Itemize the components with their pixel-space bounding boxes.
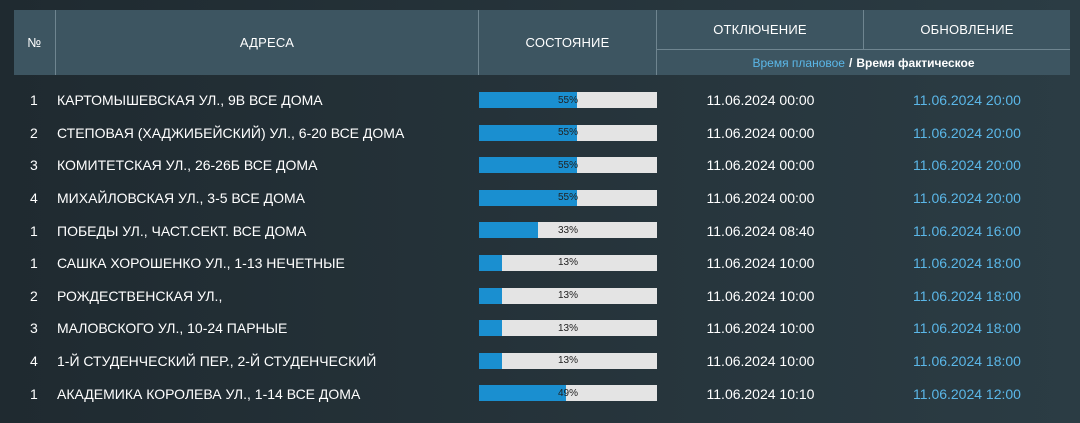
row-number: 1 <box>30 222 38 239</box>
row-number: 3 <box>30 320 38 337</box>
progress-fill <box>479 124 577 141</box>
row-shutdown-time: 11.06.2024 00:00 <box>706 157 815 174</box>
progress-bar: 49% <box>479 385 657 402</box>
legend-separator: / <box>848 55 853 70</box>
header-number: № <box>14 10 56 75</box>
progress-label: 13% <box>557 355 578 367</box>
row-update-time: 11.06.2024 20:00 <box>913 157 1021 174</box>
progress-fill <box>479 287 503 304</box>
table-row: 2 СТЕПОВАЯ (ХАДЖИБЕЙСКИЙ) УЛ., 6-20 ВСЕ Д… <box>14 117 1070 150</box>
row-update-time: 11.06.2024 18:00 <box>913 353 1021 370</box>
table-header-row: № АДРЕСА СОСТОЯНИЕ ОТКЛЮЧЕНИЕ ОБНОВЛЕНИЕ… <box>14 10 1070 75</box>
row-address: САШКА ХОРОШЕНКО УЛ., 1-13 НЕЧЕТНЫЕ <box>57 255 345 272</box>
progress-fill <box>479 189 577 206</box>
header-state: СОСТОЯНИЕ <box>479 10 657 75</box>
progress-bar: 55% <box>479 157 657 174</box>
table-row: 3 КОМИТЕТСКАЯ УЛ., 26-26Б ВСЕ ДОМА 55% 11.0… <box>14 149 1070 182</box>
row-update-time: 11.06.2024 18:00 <box>913 255 1021 272</box>
row-number: 4 <box>30 353 38 370</box>
progress-label: 55% <box>557 94 578 106</box>
progress-bar: 13% <box>479 287 657 304</box>
progress-fill <box>479 352 503 369</box>
row-address: МАЛОВСКОГО УЛ., 10-24 ПАРНЫЕ <box>57 320 288 337</box>
row-shutdown-time: 11.06.2024 00:00 <box>706 190 815 207</box>
progress-bar: 55% <box>479 124 657 141</box>
row-address: КАРТОМЫШЕВСКАЯ УЛ., 9В ВСЕ ДОМА <box>57 92 323 109</box>
row-shutdown-time: 11.06.2024 08:40 <box>706 222 815 239</box>
row-address: КОМИТЕТСКАЯ УЛ., 26-26Б ВСЕ ДОМА <box>57 157 318 174</box>
progress-label: 55% <box>557 159 578 171</box>
row-address: ПОБЕДЫ УЛ., ЧАСТ.СЕКТ. ВСЕ ДОМА <box>57 222 307 239</box>
header-time-legend: Время плановое / Время фактическое <box>657 50 1070 75</box>
row-shutdown-time: 11.06.2024 10:00 <box>706 320 815 337</box>
row-update-time: 11.06.2024 18:00 <box>913 287 1021 304</box>
row-address: 1-Й СТУДЕНЧЕСКИЙ ПЕР., 2-Й СТУДЕНЧЕСКИЙ <box>57 353 377 370</box>
progress-fill <box>479 222 538 239</box>
actual-time-label: Время фактическое <box>856 55 975 70</box>
row-shutdown-time: 11.06.2024 10:00 <box>706 353 815 370</box>
row-address: РОЖДЕСТВЕНСКАЯ УЛ., <box>57 287 223 304</box>
progress-label: 49% <box>557 387 578 399</box>
row-address: АКАДЕМИКА КОРОЛЕВА УЛ., 1-14 ВСЕ ДОМА <box>57 385 361 402</box>
table-row: 2 РОЖДЕСТВЕНСКАЯ УЛ., 13% 11.06.2024 10:00 1… <box>14 280 1070 313</box>
progress-bar: 33% <box>479 222 657 239</box>
header-update: ОБНОВЛЕНИЕ <box>864 10 1070 50</box>
row-number: 1 <box>30 92 38 109</box>
progress-fill <box>479 92 577 108</box>
row-shutdown-time: 11.06.2024 00:00 <box>706 92 815 109</box>
progress-bar: 55% <box>479 189 657 206</box>
planned-time-label: Время плановое <box>752 55 845 70</box>
progress-fill <box>479 157 577 174</box>
outage-table-header: № АДРЕСА СОСТОЯНИЕ ОТКЛЮЧЕНИЕ ОБНОВЛЕНИЕ… <box>14 10 1070 75</box>
row-number: 2 <box>30 124 38 141</box>
progress-bar: 55% <box>479 92 657 108</box>
table-row: 1 АКАДЕМИКА КОРОЛЕВА УЛ., 1-14 ВСЕ ДОМА 49… <box>14 377 1070 410</box>
progress-bar: 13% <box>479 320 657 337</box>
header-shutdown: ОТКЛЮЧЕНИЕ <box>657 10 864 50</box>
progress-fill <box>479 385 567 402</box>
row-number: 3 <box>30 157 38 174</box>
row-update-time: 11.06.2024 16:00 <box>913 222 1021 239</box>
table-row: 3 МАЛОВСКОГО УЛ., 10-24 ПАРНЫЕ 13% 11.06.20… <box>14 312 1070 345</box>
header-address: АДРЕСА <box>56 10 479 75</box>
table-row: 4 МИХАЙЛОВСКАЯ УЛ., 3-5 ВСЕ ДОМА 55% 11.06.… <box>14 182 1070 215</box>
progress-fill <box>479 254 503 271</box>
progress-fill <box>479 320 503 337</box>
row-shutdown-time: 11.06.2024 10:10 <box>706 385 815 402</box>
progress-label: 13% <box>557 290 578 302</box>
row-number: 2 <box>30 287 38 304</box>
row-shutdown-time: 11.06.2024 10:00 <box>706 287 815 304</box>
row-shutdown-time: 11.06.2024 00:00 <box>706 124 815 141</box>
row-number: 1 <box>30 255 38 272</box>
row-address: МИХАЙЛОВСКАЯ УЛ., 3-5 ВСЕ ДОМА <box>57 190 306 207</box>
progress-label: 33% <box>557 224 578 236</box>
table-row: 1 КАРТОМЫШЕВСКАЯ УЛ., 9В ВСЕ ДОМА 55% 11.06… <box>14 84 1070 117</box>
progress-bar: 13% <box>479 352 657 369</box>
row-number: 1 <box>30 385 38 402</box>
table-row: 4 1-Й СТУДЕНЧЕСКИЙ ПЕР., 2-Й СТУДЕНЧЕСКИЙ… <box>14 345 1070 378</box>
row-update-time: 11.06.2024 20:00 <box>913 190 1021 207</box>
progress-label: 55% <box>557 192 578 204</box>
table-row: 1 САШКА ХОРОШЕНКО УЛ., 1-13 НЕЧЕТНЫЕ 13% 11… <box>14 247 1070 280</box>
row-update-time: 11.06.2024 20:00 <box>913 124 1021 141</box>
row-shutdown-time: 11.06.2024 10:00 <box>706 255 815 272</box>
progress-label: 13% <box>557 322 578 334</box>
progress-label: 13% <box>557 257 578 269</box>
row-update-time: 11.06.2024 20:00 <box>913 92 1021 109</box>
row-address: СТЕПОВАЯ (ХАДЖИБЕЙСКИЙ) УЛ., 6-20 ВСЕ ДО… <box>57 124 405 141</box>
progress-label: 55% <box>557 127 578 139</box>
row-number: 4 <box>30 190 38 207</box>
row-update-time: 11.06.2024 18:00 <box>913 320 1021 337</box>
table-row: 1 ПОБЕДЫ УЛ., ЧАСТ.СЕКТ. ВСЕ ДОМА 33% 11.06… <box>14 214 1070 247</box>
progress-bar: 13% <box>479 254 657 271</box>
outage-table-body: 1 КАРТОМЫШЕВСКАЯ УЛ., 9В ВСЕ ДОМА 55% 11.06… <box>14 84 1070 410</box>
row-update-time: 11.06.2024 12:00 <box>913 385 1021 402</box>
